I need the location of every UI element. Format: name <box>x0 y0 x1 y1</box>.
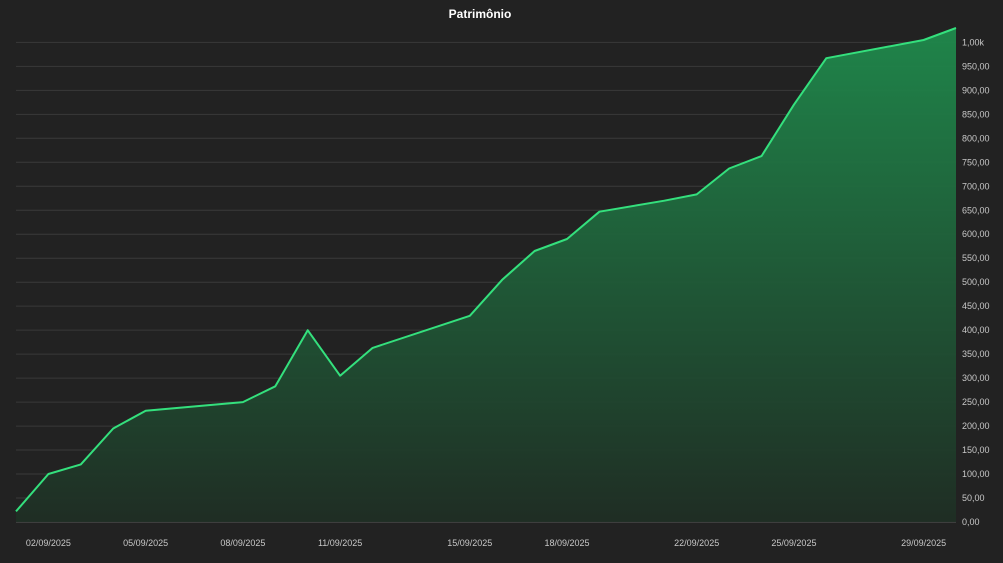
area-series <box>15 27 957 522</box>
y-tick-label: 850,00 <box>962 109 990 119</box>
x-tick-label: 15/09/2025 <box>447 538 492 548</box>
y-tick-label: 900,00 <box>962 85 990 95</box>
y-tick-label: 600,00 <box>962 229 990 239</box>
y-tick-label: 200,00 <box>962 421 990 431</box>
y-tick-label: 800,00 <box>962 133 990 143</box>
x-tick-label: 18/09/2025 <box>545 538 590 548</box>
area-fill <box>16 28 956 522</box>
y-tick-label: 700,00 <box>962 181 990 191</box>
x-tick-label: 08/09/2025 <box>220 538 265 548</box>
x-tick-label: 05/09/2025 <box>123 538 168 548</box>
x-tick-label: 29/09/2025 <box>901 538 946 548</box>
x-tick-label: 25/09/2025 <box>771 538 816 548</box>
y-axis: 0,00 50,00 100,00 150,00 200,00 250,00 300,00 3… <box>962 37 990 527</box>
y-tick-label: 150,00 <box>962 445 990 455</box>
y-tick-label: 50,00 <box>962 493 985 503</box>
y-tick-label: 350,00 <box>962 349 990 359</box>
x-axis: 02/09/2025 05/09/2025 08/09/2025 11/09/2025… <box>26 538 946 548</box>
y-tick-label: 750,00 <box>962 157 990 167</box>
x-tick-label: 22/09/2025 <box>674 538 719 548</box>
y-tick-label: 550,00 <box>962 253 990 263</box>
y-tick-label: 0,00 <box>962 517 980 527</box>
y-tick-label: 1,00k <box>962 37 985 47</box>
y-tick-label: 250,00 <box>962 397 990 407</box>
x-tick-label: 02/09/2025 <box>26 538 71 548</box>
y-tick-label: 450,00 <box>962 301 990 311</box>
y-tick-label: 500,00 <box>962 277 990 287</box>
y-tick-label: 300,00 <box>962 373 990 383</box>
y-tick-label: 100,00 <box>962 469 990 479</box>
chart-title: Patrimônio <box>449 7 512 21</box>
y-tick-label: 650,00 <box>962 205 990 215</box>
x-tick-label: 11/09/2025 <box>318 538 362 548</box>
y-tick-label: 400,00 <box>962 325 990 335</box>
y-tick-label: 950,00 <box>962 61 990 71</box>
series-line <box>15 27 957 513</box>
